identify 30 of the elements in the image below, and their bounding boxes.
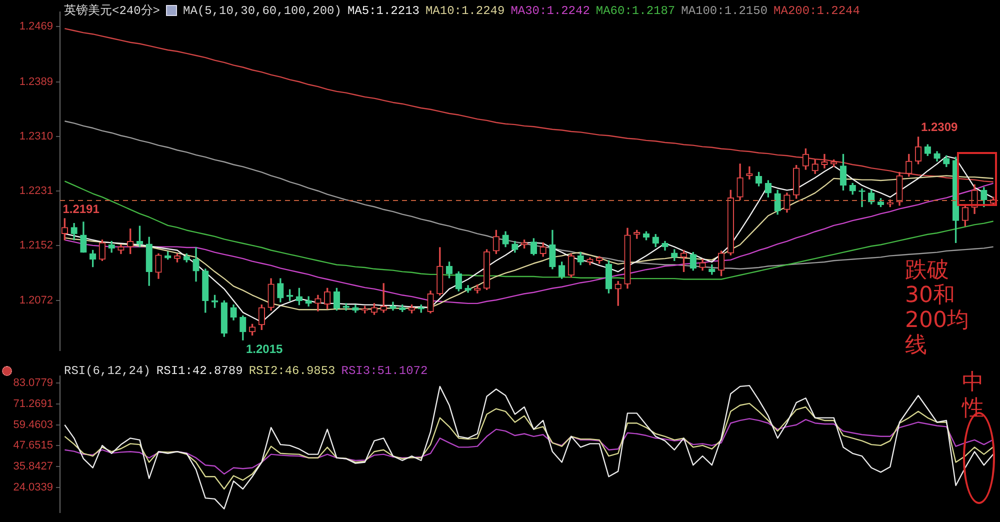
text: RSI2:46.9853 [248, 364, 336, 378]
annotation: 1.2191 [62, 202, 100, 216]
text: MA5:1.2213 [347, 4, 420, 18]
text: MA200:1.2244 [774, 4, 860, 18]
y-tick-label: 1.2389 [19, 76, 53, 88]
annotation: 跌破30和200均线 [905, 258, 970, 358]
text: MA30:1.2242 [510, 4, 590, 18]
y-tick-label: 1.2469 [19, 20, 53, 33]
y-tick-label: 83.0779 [13, 376, 53, 389]
annotation: 1.2309 [921, 120, 959, 134]
y-tick-label: 47.6515 [13, 440, 53, 452]
legend-title: MA(5,10,30,60,100,200) [183, 4, 342, 18]
y-tick-label: 1.2152 [19, 239, 53, 252]
text: MA10:1.2249 [425, 4, 505, 18]
y-tick-label: 71.2691 [13, 398, 53, 410]
text: MA100:1.2150 [681, 4, 768, 18]
y-tick-label: 35.8427 [13, 460, 53, 473]
text: RSI1:42.8789 [156, 364, 243, 378]
annotation: 中性 [962, 370, 985, 422]
chart-title: 英镑美元<240分> [64, 2, 160, 19]
legend-title: RSI(6,12,24) [64, 364, 150, 378]
text: RSI3:51.1072 [341, 364, 428, 378]
y-tick-label: 1.2231 [19, 184, 53, 197]
text: MA60:1.2187 [596, 4, 676, 18]
y-tick-label: 59.4603 [13, 418, 53, 431]
annotation: 1.2015 [246, 342, 284, 356]
candlestick [821, 154, 828, 168]
y-tick-label: 1.2310 [19, 130, 53, 142]
y-tick-label: 24.0339 [13, 482, 53, 494]
y-tick-label: 1.2072 [19, 294, 53, 307]
